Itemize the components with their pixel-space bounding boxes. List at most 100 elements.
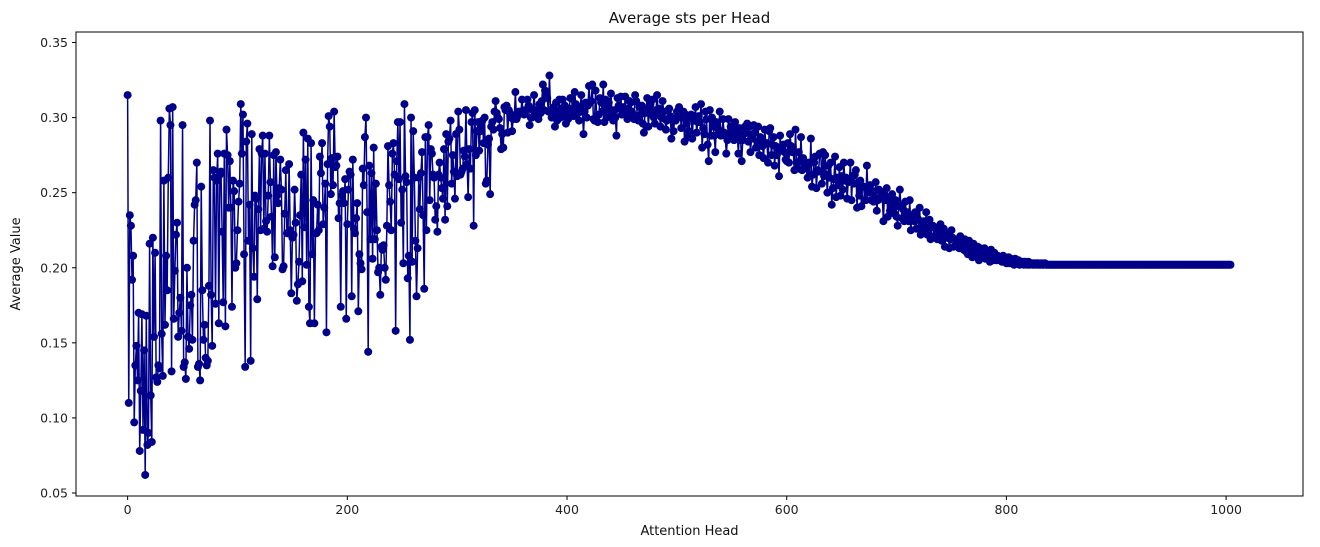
data-point xyxy=(180,358,189,367)
data-point xyxy=(580,107,589,116)
plot-area xyxy=(123,71,1235,479)
data-point xyxy=(799,154,808,163)
data-point xyxy=(136,386,145,395)
data-point xyxy=(694,112,703,121)
data-point xyxy=(467,118,476,127)
data-point xyxy=(454,107,463,116)
data-point xyxy=(699,124,708,133)
data-point xyxy=(925,215,934,224)
data-point xyxy=(438,194,447,203)
data-point xyxy=(323,160,332,169)
data-point xyxy=(342,314,351,323)
data-point xyxy=(439,145,448,154)
data-point xyxy=(806,134,815,143)
data-point xyxy=(432,202,441,211)
data-point xyxy=(321,179,330,188)
data-point xyxy=(314,226,323,235)
data-point xyxy=(235,179,244,188)
data-point xyxy=(776,131,785,140)
data-point xyxy=(480,113,489,122)
data-point xyxy=(872,206,881,215)
data-point xyxy=(719,115,727,124)
data-point xyxy=(195,359,204,368)
data-point xyxy=(156,116,165,125)
data-point xyxy=(289,230,298,239)
data-point xyxy=(402,178,411,187)
data-point xyxy=(770,161,779,170)
data-point xyxy=(517,95,526,104)
data-point xyxy=(425,196,434,205)
data-point xyxy=(141,470,150,479)
data-point xyxy=(604,98,613,107)
data-point xyxy=(167,367,176,376)
data-point xyxy=(254,205,263,214)
data-point xyxy=(238,110,247,119)
data-point xyxy=(178,121,187,130)
data-point xyxy=(862,161,871,170)
data-point xyxy=(196,376,205,385)
data-point xyxy=(895,185,904,194)
data-point xyxy=(385,181,394,190)
data-point xyxy=(766,124,775,133)
data-point xyxy=(389,139,398,148)
data-point xyxy=(258,131,267,140)
data-point xyxy=(123,91,132,100)
data-point xyxy=(836,191,845,200)
data-point xyxy=(769,133,778,142)
data-point xyxy=(219,298,228,307)
data-point xyxy=(207,290,216,299)
data-point xyxy=(176,293,185,302)
data-point xyxy=(320,203,329,212)
data-point xyxy=(274,199,283,208)
data-point xyxy=(149,332,158,341)
data-point xyxy=(715,107,724,116)
data-point xyxy=(804,158,813,167)
data-point xyxy=(291,218,300,227)
data-point xyxy=(577,91,586,100)
data-point xyxy=(318,139,327,148)
data-point xyxy=(221,322,230,331)
data-point xyxy=(530,91,539,100)
data-point xyxy=(588,80,597,89)
data-point xyxy=(126,221,135,230)
data-point xyxy=(189,236,198,245)
data-point xyxy=(411,236,420,245)
data-point xyxy=(187,290,196,299)
data-point xyxy=(579,130,588,139)
data-point xyxy=(859,182,868,191)
x-tick-label: 200 xyxy=(335,502,359,517)
data-point xyxy=(722,149,731,158)
data-point xyxy=(160,320,169,329)
data-point xyxy=(168,103,177,112)
data-point xyxy=(775,172,784,181)
data-point xyxy=(821,151,830,160)
data-point xyxy=(131,361,140,370)
data-point xyxy=(204,281,213,290)
data-point xyxy=(868,187,877,196)
data-point xyxy=(922,208,931,217)
data-point xyxy=(273,191,282,200)
data-point xyxy=(448,151,457,160)
data-point xyxy=(227,302,236,311)
data-point xyxy=(164,173,173,182)
data-point xyxy=(128,275,137,284)
data-point xyxy=(734,149,743,158)
data-point xyxy=(316,169,325,178)
data-point xyxy=(223,151,232,160)
data-point xyxy=(398,185,407,194)
data-point xyxy=(262,217,271,226)
data-point xyxy=(404,251,413,260)
data-point xyxy=(419,211,428,220)
data-point xyxy=(266,178,275,187)
data-point xyxy=(225,157,234,166)
data-point xyxy=(623,115,632,124)
data-point xyxy=(188,335,197,344)
data-point xyxy=(855,191,864,200)
data-point xyxy=(174,332,183,341)
data-point xyxy=(475,146,484,155)
data-point xyxy=(241,362,250,371)
data-point xyxy=(846,158,855,167)
data-point xyxy=(413,244,422,253)
data-point xyxy=(711,148,720,157)
